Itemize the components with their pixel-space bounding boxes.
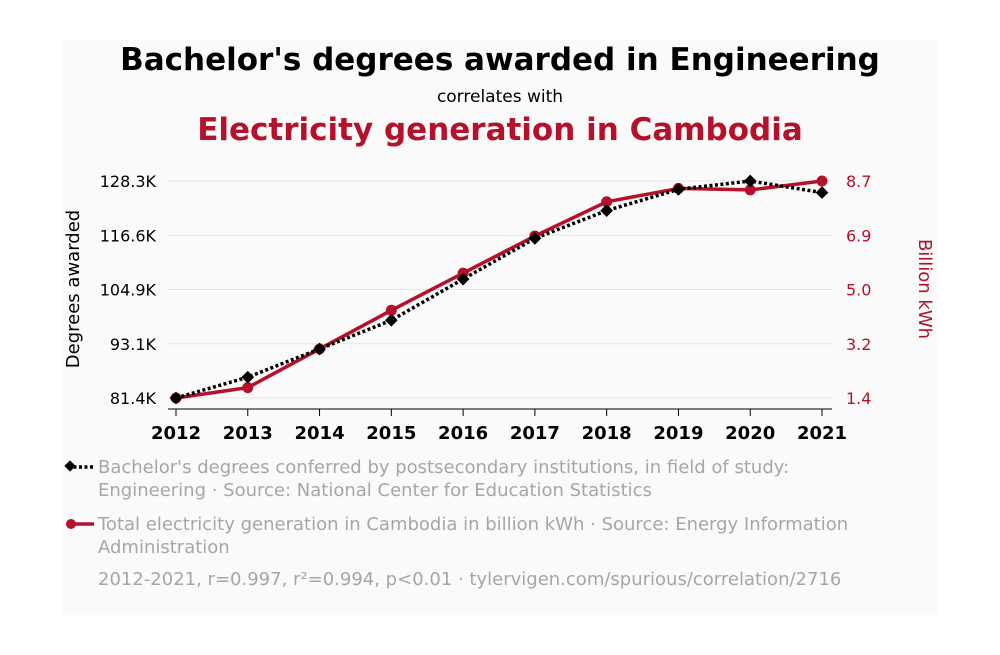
y-tick-label-left: 81.4K xyxy=(110,389,157,408)
x-tick-label: 2012 xyxy=(151,423,201,444)
series-degrees-point xyxy=(241,370,255,384)
x-tick-label: 2018 xyxy=(582,423,632,444)
series-degrees-point xyxy=(456,272,470,286)
series-degrees-point xyxy=(815,186,829,199)
legend-circle-marker xyxy=(66,519,94,529)
chart-panel xyxy=(62,40,938,615)
series-electricity-point xyxy=(816,175,828,187)
series-electricity-point xyxy=(744,184,756,196)
series-electricity-point xyxy=(242,382,254,394)
x-tick-label: 2019 xyxy=(653,423,703,444)
series-degrees-point xyxy=(743,174,757,188)
legend-label-electricity: Total electricity generation in Cambodia… xyxy=(98,514,849,558)
series-degrees-point xyxy=(672,182,685,196)
x-tick-label: 2021 xyxy=(797,423,847,444)
legend-label-degrees: Bachelor's degrees conferred by postseco… xyxy=(98,457,790,501)
x-tick-label: 2020 xyxy=(725,423,775,444)
y-tick-label-right: 3.2 xyxy=(846,335,871,354)
y-tick-label-right: 1.4 xyxy=(846,389,871,408)
series-electricity-line xyxy=(175,179,823,400)
y-tick-label-right: 5.0 xyxy=(846,281,871,300)
series-degrees-line xyxy=(175,179,823,400)
y-axis-label-left: Degrees awarded xyxy=(63,210,84,368)
y-tick-label-left: 116.6K xyxy=(100,226,157,245)
y-tick-label-right: 8.7 xyxy=(846,172,871,191)
y-tick-label-left: 104.9K xyxy=(100,281,157,300)
chart-title: Bachelor's degrees awarded in Engineerin… xyxy=(120,42,880,78)
series-degrees-point xyxy=(169,391,183,405)
series-degrees-point xyxy=(313,342,326,356)
series-electricity-point xyxy=(601,196,613,208)
x-tick-label: 2014 xyxy=(295,423,345,444)
legend-diamond-marker xyxy=(64,460,94,472)
chart-subtitle: correlates with xyxy=(436,87,564,107)
series-electricity-point xyxy=(385,304,397,316)
y-tick-label-left: 128.3K xyxy=(100,172,157,191)
y-tick-label-left: 93.1K xyxy=(110,335,157,354)
x-tick-label: 2013 xyxy=(223,423,273,444)
series-degrees-point xyxy=(384,313,398,327)
x-tick-label: 2017 xyxy=(510,423,560,444)
x-tick-label: 2016 xyxy=(438,423,488,444)
chart-footer: 2012-2021, r=0.997, r²=0.994, p<0.01 · t… xyxy=(98,569,842,590)
y-tick-label-right: 6.9 xyxy=(846,226,871,245)
y-axis-label-right: Billion kWh xyxy=(914,239,935,339)
chart-title-secondary: Electricity generation in Cambodia xyxy=(197,112,803,148)
series-degrees-point xyxy=(600,204,614,217)
x-tick-label: 2015 xyxy=(366,423,416,444)
